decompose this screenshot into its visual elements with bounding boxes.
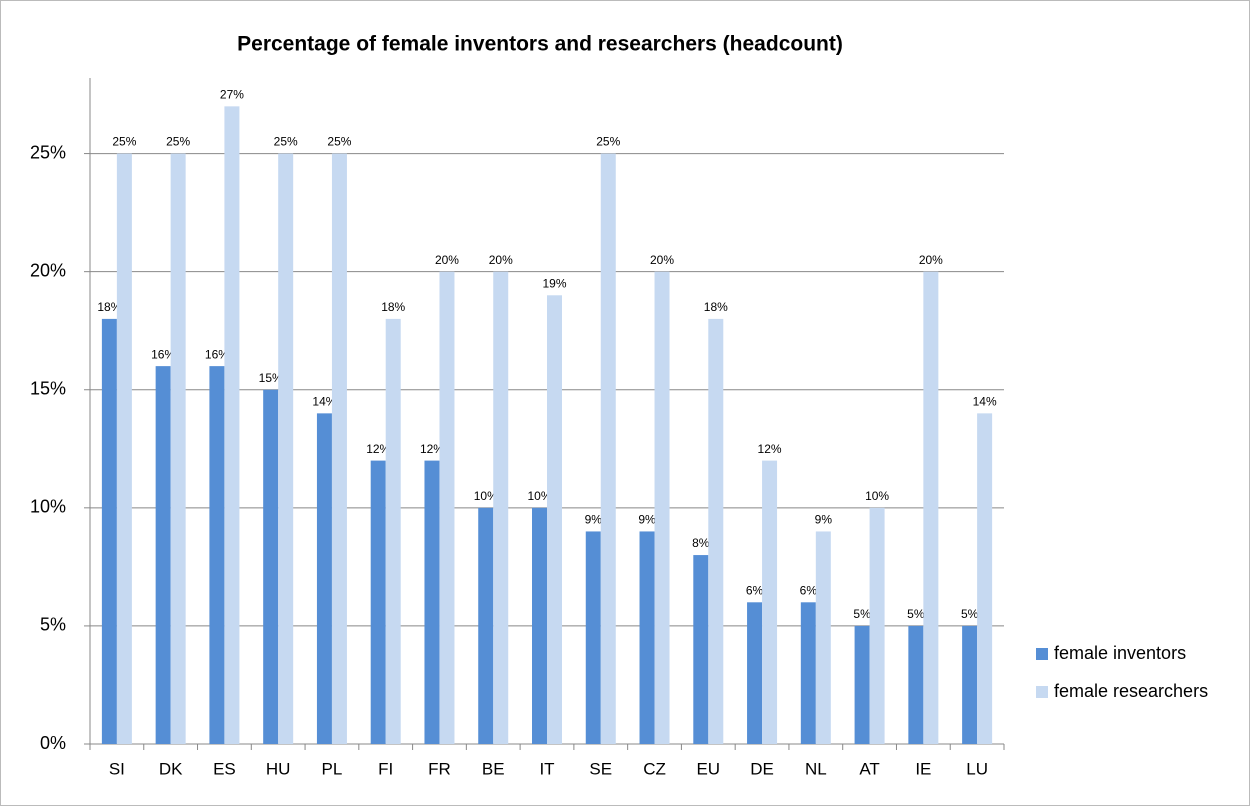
value-label: 6% bbox=[800, 583, 818, 597]
bar bbox=[331, 153, 347, 744]
bar bbox=[155, 366, 171, 744]
x-tick-label: CZ bbox=[643, 759, 666, 778]
value-label: 25% bbox=[274, 135, 298, 149]
x-tick-label: PL bbox=[322, 759, 343, 778]
bar bbox=[869, 507, 885, 744]
value-label: 9% bbox=[585, 513, 603, 527]
x-tick-label: FR bbox=[428, 759, 451, 778]
bar bbox=[815, 531, 831, 744]
value-label: 9% bbox=[815, 513, 833, 527]
bar bbox=[762, 460, 778, 744]
x-tick-label: AT bbox=[859, 759, 879, 778]
x-tick-label: SI bbox=[109, 759, 125, 778]
bar bbox=[209, 366, 225, 744]
y-tick-label: 20% bbox=[30, 260, 66, 280]
x-tick-label: LU bbox=[966, 759, 988, 778]
value-label: 18% bbox=[97, 300, 121, 314]
value-label: 6% bbox=[746, 583, 764, 597]
x-tick-label: DK bbox=[159, 759, 183, 778]
bar bbox=[224, 106, 240, 744]
x-tick-label: DE bbox=[750, 759, 774, 778]
value-label: 25% bbox=[166, 135, 190, 149]
y-tick-label: 5% bbox=[40, 615, 66, 635]
value-label: 10% bbox=[527, 489, 551, 503]
bar bbox=[263, 389, 279, 744]
value-label: 16% bbox=[151, 347, 175, 361]
y-tick-label: 10% bbox=[30, 497, 66, 517]
bar bbox=[278, 153, 294, 744]
y-tick-label: 15% bbox=[30, 378, 66, 398]
bar bbox=[747, 602, 763, 744]
x-tick-label: EU bbox=[696, 759, 720, 778]
value-label: 18% bbox=[381, 300, 405, 314]
value-label: 12% bbox=[420, 442, 444, 456]
value-label: 5% bbox=[853, 607, 871, 621]
legend-swatch bbox=[1036, 686, 1048, 698]
bar bbox=[532, 507, 547, 744]
value-label: 25% bbox=[112, 135, 136, 149]
chart-title: Percentage of female inventors and resea… bbox=[237, 33, 843, 56]
value-label: 12% bbox=[366, 442, 390, 456]
x-tick-label: ES bbox=[213, 759, 236, 778]
value-label: 20% bbox=[919, 253, 943, 267]
bar bbox=[316, 413, 332, 744]
bar bbox=[600, 153, 616, 744]
value-label: 20% bbox=[650, 253, 674, 267]
bar bbox=[639, 531, 655, 744]
bar bbox=[800, 602, 816, 744]
bar bbox=[385, 318, 401, 744]
value-label: 18% bbox=[704, 300, 728, 314]
value-label: 27% bbox=[220, 88, 244, 102]
bar bbox=[370, 460, 386, 744]
bar bbox=[962, 625, 978, 744]
y-tick-label: 0% bbox=[40, 733, 66, 753]
bar bbox=[116, 153, 132, 744]
bar bbox=[923, 271, 939, 744]
value-label: 20% bbox=[435, 253, 459, 267]
x-tick-label: SE bbox=[589, 759, 612, 778]
x-tick-label: HU bbox=[266, 759, 291, 778]
value-label: 20% bbox=[489, 253, 513, 267]
bar bbox=[439, 271, 455, 744]
value-label: 10% bbox=[474, 489, 498, 503]
value-label: 14% bbox=[312, 395, 336, 409]
value-label: 19% bbox=[542, 276, 566, 290]
bar bbox=[547, 295, 562, 744]
value-label: 16% bbox=[205, 347, 229, 361]
value-label: 10% bbox=[865, 489, 889, 503]
x-tick-label: FI bbox=[378, 759, 393, 778]
legend-label: female researchers bbox=[1054, 681, 1208, 701]
bar bbox=[478, 507, 494, 744]
value-label: 12% bbox=[758, 442, 782, 456]
bar bbox=[908, 625, 924, 744]
bar bbox=[424, 460, 440, 744]
bar bbox=[854, 625, 870, 744]
value-label: 9% bbox=[638, 513, 656, 527]
bar bbox=[977, 413, 993, 744]
bar bbox=[693, 555, 709, 744]
x-tick-label: IT bbox=[539, 759, 554, 778]
bar bbox=[170, 153, 186, 744]
legend-label: female inventors bbox=[1054, 643, 1186, 663]
bar bbox=[708, 318, 724, 744]
value-label: 5% bbox=[961, 607, 979, 621]
value-label: 14% bbox=[973, 395, 997, 409]
y-tick-label: 25% bbox=[30, 142, 66, 162]
value-label: 25% bbox=[327, 135, 351, 149]
x-tick-label: IE bbox=[915, 759, 931, 778]
value-label: 5% bbox=[907, 607, 925, 621]
legend-swatch bbox=[1036, 648, 1048, 660]
bar bbox=[101, 318, 117, 744]
value-label: 25% bbox=[596, 135, 620, 149]
bar bbox=[654, 271, 670, 744]
value-label: 8% bbox=[692, 536, 710, 550]
bar bbox=[493, 271, 509, 744]
x-tick-label: BE bbox=[482, 759, 505, 778]
value-label: 15% bbox=[259, 371, 283, 385]
bar bbox=[585, 531, 601, 744]
x-tick-label: NL bbox=[805, 759, 827, 778]
